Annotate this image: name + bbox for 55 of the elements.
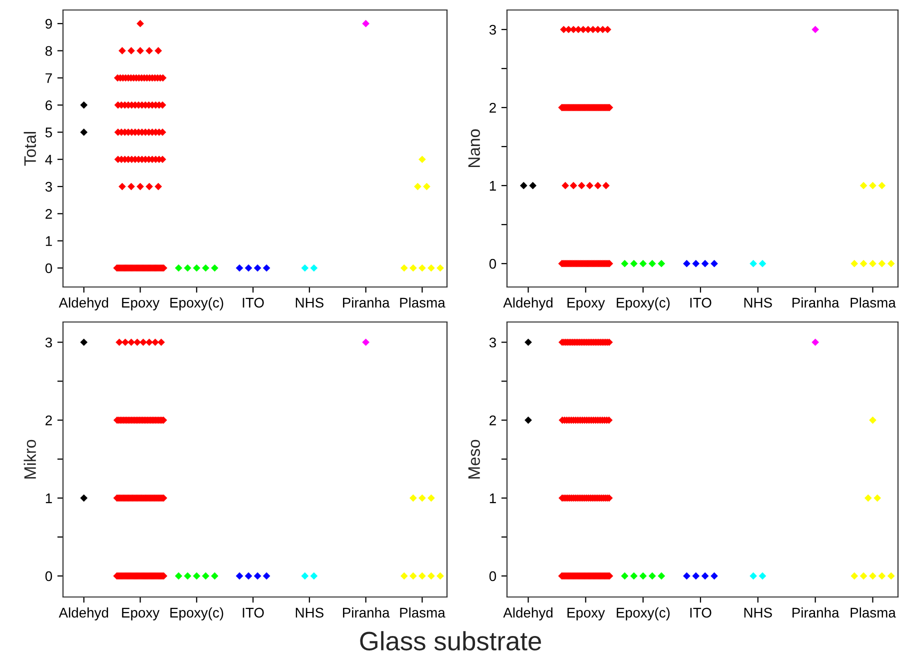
y-tick-label: 2 xyxy=(46,209,52,219)
x-tick-label: NHS xyxy=(744,608,772,618)
y-tick-label: 7 xyxy=(46,73,52,83)
x-tick-label: Plasma xyxy=(850,297,896,308)
y-tick-label: 8 xyxy=(45,46,52,56)
y-tick-label: 6 xyxy=(46,100,52,110)
y-tick-label: 3 xyxy=(45,338,52,348)
x-tick-label: Aldehyd xyxy=(503,607,552,620)
y-tick-label: 2 xyxy=(490,102,496,113)
y-tick-label: 3 xyxy=(489,24,496,35)
x-tick-label: Epoxy(c) xyxy=(616,607,670,620)
x-tick-label: Epoxy(c) xyxy=(616,297,670,310)
x-tick-label: ITO xyxy=(690,298,712,308)
x-tick-label: ITO xyxy=(242,608,264,618)
y-tick-label: 1 xyxy=(490,494,496,504)
x-tick-label: Piranha xyxy=(792,297,840,308)
x-tick-label: ITO xyxy=(242,298,264,308)
y-tick-label: 9 xyxy=(46,18,52,29)
x-axis-title: Glass substrate xyxy=(360,631,541,650)
x-tick-label: Epoxy(c) xyxy=(170,607,224,620)
x-tick-label: Epoxy xyxy=(568,608,605,620)
x-tick-label: NHS xyxy=(296,608,324,618)
y-tick-label: 3 xyxy=(45,182,52,192)
y-axis-title: Nano xyxy=(468,129,480,168)
y-tick-label: 1 xyxy=(490,181,496,191)
x-tick-label: Epoxy xyxy=(122,298,160,310)
y-tick-label: 1 xyxy=(46,494,52,504)
y-tick-label: 0 xyxy=(489,571,496,582)
x-tick-label: Epoxy xyxy=(568,298,605,310)
x-tick-label: Plasma xyxy=(400,607,446,618)
x-tick-label: Aldehyd xyxy=(58,607,108,620)
x-tick-label: Aldehyd xyxy=(58,297,108,310)
x-tick-label: NHS xyxy=(744,298,772,308)
x-tick-label: Epoxy xyxy=(122,608,160,620)
y-tick-label: 1 xyxy=(46,236,52,246)
x-tick-label: Piranha xyxy=(792,607,840,618)
x-tick-label: Piranha xyxy=(343,297,390,308)
y-axis-title: Total xyxy=(24,132,36,166)
x-tick-label: Plasma xyxy=(850,607,896,618)
y-tick-label: 4 xyxy=(45,154,52,164)
y-tick-label: 0 xyxy=(45,263,52,274)
y-tick-label: 5 xyxy=(45,128,52,138)
x-tick-label: ITO xyxy=(690,608,712,618)
y-tick-label: 0 xyxy=(45,571,52,582)
y-axis-title: Meso xyxy=(468,440,480,479)
y-tick-label: 3 xyxy=(489,338,496,348)
x-tick-label: NHS xyxy=(296,298,324,308)
x-tick-label: Epoxy(c) xyxy=(170,297,224,310)
y-tick-label: 0 xyxy=(489,258,496,269)
x-tick-label: Aldehyd xyxy=(503,297,552,310)
x-tick-label: Plasma xyxy=(400,297,446,308)
y-tick-label: 2 xyxy=(46,415,52,426)
y-axis-title: Mikro xyxy=(24,440,36,478)
y-tick-label: 2 xyxy=(490,415,496,426)
x-tick-label: Piranha xyxy=(343,607,390,618)
